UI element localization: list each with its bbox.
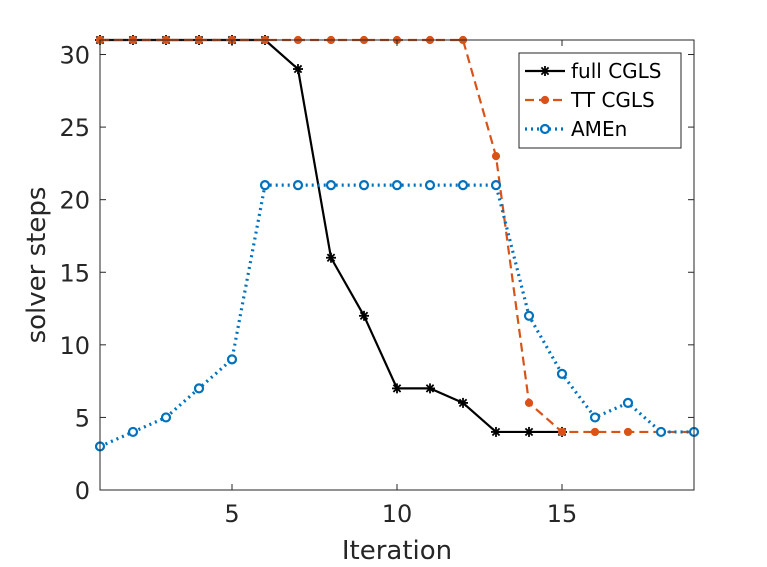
y-tick-label: 5 — [75, 404, 90, 432]
y-tick-label: 0 — [75, 477, 90, 505]
x-tick-label: 10 — [382, 500, 413, 528]
data-point-amen — [259, 180, 271, 191]
y-tick-label: 25 — [59, 114, 90, 142]
data-point-full-cgls — [326, 252, 336, 263]
x-tick-label: 5 — [224, 500, 239, 528]
data-point-full-cgls — [359, 310, 369, 321]
legend-label-full-cgls: full CGLS — [571, 59, 662, 83]
data-point-full-cgls — [458, 397, 468, 408]
data-point-tt-cgls — [623, 427, 633, 437]
data-point-amen — [193, 383, 205, 394]
legend-label-amen: AMEn — [571, 117, 627, 141]
data-point-tt-cgls — [590, 427, 600, 437]
data-point-amen — [589, 412, 601, 423]
data-point-amen — [292, 180, 304, 191]
legend-marker-full-cgls — [540, 66, 550, 76]
data-point-full-cgls — [425, 383, 435, 394]
data-point-amen — [655, 426, 667, 438]
data-point-amen — [358, 180, 370, 191]
x-tick-label: 15 — [547, 500, 578, 528]
legend-marker-tt-cgls — [540, 95, 550, 105]
y-tick-label: 10 — [59, 332, 90, 360]
data-point-tt-cgls — [524, 398, 534, 408]
series-amen — [94, 180, 700, 452]
data-point-amen — [160, 412, 172, 423]
data-point-full-cgls — [392, 383, 402, 394]
y-tick-label: 15 — [59, 259, 90, 287]
legend-marker-amen — [539, 123, 551, 135]
data-point-amen — [226, 354, 238, 365]
data-point-tt-cgls — [557, 427, 567, 437]
y-axis-label: solver steps — [22, 187, 52, 344]
data-point-amen — [391, 180, 403, 191]
legend-label-tt-cgls: TT CGLS — [570, 88, 655, 112]
data-point-amen — [424, 180, 436, 191]
data-point-full-cgls — [293, 64, 303, 75]
data-point-amen — [127, 426, 139, 438]
data-point-amen — [523, 310, 535, 321]
axes-layer: 5 10 15 0 5 10 15 20 25 30 — [59, 39, 695, 528]
data-point-amen — [556, 368, 568, 379]
data-point-tt-cgls — [491, 152, 501, 161]
data-point-amen — [457, 180, 469, 191]
data-point-amen — [622, 397, 634, 409]
x-axis-label: Iteration — [342, 536, 452, 566]
y-tick-label: 30 — [59, 42, 90, 70]
data-point-amen — [490, 180, 502, 191]
y-tick-label: 20 — [59, 187, 90, 215]
legend: full CGLS TT CGLS AMEn — [518, 52, 682, 149]
data-point-amen — [325, 180, 337, 191]
data-point-full-cgls — [524, 426, 534, 437]
data-point-full-cgls — [491, 426, 501, 437]
